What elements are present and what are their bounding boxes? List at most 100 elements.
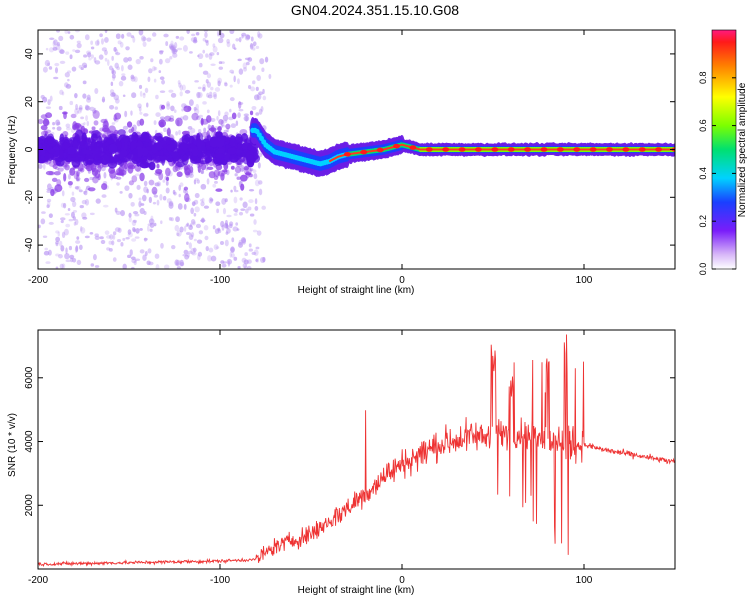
noise-speckle: [162, 179, 166, 183]
noise-speckle: [138, 200, 142, 208]
noise-band-blob: [116, 140, 122, 150]
colorbar-tick-label: 0.6: [698, 119, 708, 132]
noise-speckle: [178, 184, 182, 191]
noise-band-blob: [143, 141, 150, 147]
colorbar: 0.0 0.2 0.4 0.6 0.8 Normalized spectral ampl…: [698, 29, 748, 276]
noise-speckle: [115, 98, 120, 104]
noise-blob: [94, 169, 101, 179]
noise-blob: [51, 177, 58, 183]
noise-speckle: [47, 62, 51, 66]
spectrogram-ytick-label: -40: [24, 237, 35, 252]
noise-blob: [248, 173, 253, 178]
noise-band-blob: [214, 152, 225, 159]
noise-speckle: [206, 109, 210, 114]
noise-speckle: [61, 231, 66, 239]
noise-speckle: [104, 57, 108, 62]
noise-speckle: [229, 30, 235, 34]
noise-blob: [240, 183, 245, 191]
noise-blob: [240, 174, 248, 182]
noise-speckle: [217, 227, 221, 232]
noise-speckle: [117, 227, 122, 233]
noise-speckle: [185, 232, 191, 235]
noise-speckle: [153, 194, 159, 198]
noise-speckle: [222, 207, 227, 215]
noise-speckle: [250, 36, 254, 42]
noise-speckle: [65, 84, 72, 89]
noise-speckle: [127, 229, 132, 235]
noise-speckle: [131, 258, 137, 264]
noise-speckle: [226, 214, 232, 218]
noise-blob: [206, 115, 212, 123]
noise-band-blob: [94, 146, 100, 152]
noise-speckle: [74, 186, 79, 190]
noise-blob: [165, 176, 170, 182]
noise-speckle: [257, 30, 261, 38]
track-peak: [425, 147, 433, 152]
noise-band-blob: [159, 155, 167, 160]
noise-speckle: [216, 52, 220, 56]
track-peak: [556, 147, 564, 152]
noise-speckle: [106, 235, 112, 239]
noise-speckle: [84, 235, 90, 239]
noise-speckle: [81, 212, 87, 219]
noise-band-blob: [79, 140, 86, 146]
noise-blob: [40, 124, 48, 131]
noise-speckle: [190, 207, 195, 215]
noise-band-blob: [148, 161, 156, 171]
track-peak: [458, 147, 466, 152]
track-peak: [638, 147, 646, 152]
noise-speckle: [242, 201, 248, 209]
spectrogram-xtick-label: 0: [399, 275, 405, 286]
noise-blob: [73, 170, 79, 180]
noise-speckle: [255, 86, 259, 92]
noise-speckle: [127, 64, 133, 70]
noise-band-blob: [92, 151, 102, 160]
noise-speckle: [241, 35, 244, 39]
noise-speckle: [76, 236, 80, 240]
noise-speckle: [235, 38, 240, 42]
colorbar-tick-label: 0.2: [698, 215, 708, 228]
snr-frame: [37, 329, 676, 570]
noise-speckle: [241, 165, 245, 172]
colorbar-tick-label: 0.0: [698, 263, 708, 276]
noise-speckle: [155, 94, 159, 100]
noise-speckle: [173, 42, 178, 49]
noise-speckle: [130, 76, 136, 82]
noise-speckle: [76, 259, 82, 266]
noise-speckle: [237, 58, 242, 62]
noise-blob: [123, 162, 129, 170]
noise-blob: [87, 187, 96, 192]
noise-speckle: [155, 112, 161, 117]
noise-speckle: [150, 58, 154, 63]
noise-speckle: [119, 191, 123, 194]
noise-blob: [108, 166, 116, 174]
noise-band-blob: [151, 143, 158, 154]
noise-speckle: [229, 69, 235, 74]
noise-blob: [119, 172, 124, 176]
noise-speckle: [212, 183, 217, 188]
noise-speckle: [224, 239, 229, 247]
noise-band-blob: [189, 143, 196, 149]
noise-speckle: [54, 62, 60, 67]
noise-speckle: [74, 218, 79, 226]
noise-speckle: [78, 65, 83, 69]
noise-speckle: [237, 112, 241, 119]
noise-blob: [70, 113, 77, 119]
noise-band-blob: [44, 151, 50, 163]
noise-speckle: [158, 70, 162, 74]
noise-speckle: [247, 84, 252, 90]
noise-speckle: [193, 238, 197, 242]
track-peak: [376, 147, 384, 153]
noise-speckle: [196, 91, 201, 99]
noise-band-blob: [181, 154, 189, 166]
noise-speckle: [245, 115, 248, 122]
noise-speckle: [149, 228, 153, 232]
noise-speckle: [102, 204, 109, 208]
noise-blob: [186, 164, 191, 170]
noise-band-blob: [132, 134, 141, 141]
noise-speckle: [203, 225, 209, 231]
noise-speckle: [241, 257, 247, 263]
noise-speckle: [199, 198, 204, 202]
noise-speckle: [178, 193, 181, 198]
noise-speckle: [46, 198, 52, 203]
